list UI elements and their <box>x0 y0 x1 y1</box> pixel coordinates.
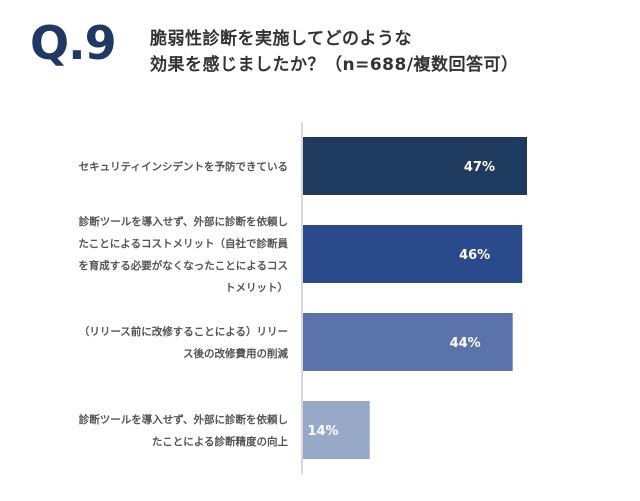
question-title: 脆弱性診断を実施してどのような 効果を感じましたか？（n=688/複数回答可） <box>150 26 519 78</box>
category-label-3-line-1: （リリース前に改修することによる）リリー <box>79 325 288 338</box>
question-title-line-1: 脆弱性診断を実施してどのような <box>150 29 412 49</box>
question-title-line-2: 効果を感じましたか？（n=688/複数回答可） <box>150 55 519 75</box>
category-label-1-line-1: セキュリティインシデントを予防できている <box>79 160 288 173</box>
value-label-2: 46% <box>459 248 490 263</box>
value-label-4: 14% <box>307 424 338 439</box>
category-label-2-line-1: 診断ツールを導入せず、外部に診断を依頼し <box>79 215 288 228</box>
category-label-3-line-2: ス後の改修費用の削減 <box>183 347 288 360</box>
category-label-4-line-2: たことによる診断精度の向上 <box>152 435 289 448</box>
bar-1 <box>303 137 527 195</box>
bar-3 <box>303 313 513 371</box>
category-label-4-line-1: 診断ツールを導入せず、外部に診断を依頼し <box>79 413 288 426</box>
bar-2 <box>303 225 523 283</box>
category-label-2-line-2: たことによるコストメリット（自社で診断員 <box>78 237 288 250</box>
category-label-2-line-3: を育成する必要がなくなったことによるコス <box>78 259 288 272</box>
category-label-2-line-4: トメリット） <box>225 281 288 294</box>
question-number: Q.9 <box>30 16 117 70</box>
value-label-1: 47% <box>464 160 495 175</box>
value-label-3: 44% <box>450 336 481 351</box>
bar-4 <box>303 401 370 459</box>
